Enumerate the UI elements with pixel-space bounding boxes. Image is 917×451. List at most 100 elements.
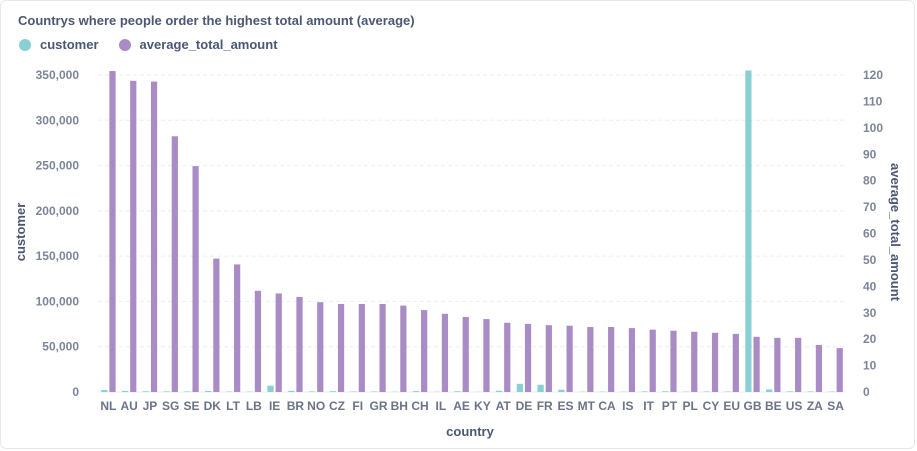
- x-tick-label: SA: [827, 399, 844, 413]
- x-tick-label: SE: [183, 399, 199, 413]
- x-tick-label: US: [786, 399, 803, 413]
- bar-average-total-amount[interactable]: [150, 81, 158, 393]
- bar-customer[interactable]: [537, 384, 544, 392]
- bar-average-total-amount[interactable]: [317, 302, 324, 392]
- x-tick-label: EU: [723, 399, 740, 413]
- left-tick-label: 250,000: [36, 159, 80, 173]
- x-tick-label: FR: [537, 399, 553, 413]
- x-tick-label: IT: [643, 399, 654, 413]
- bar-average-total-amount[interactable]: [254, 290, 262, 392]
- bar-average-total-amount[interactable]: [337, 304, 345, 392]
- left-tick-label: 100,000: [36, 294, 80, 308]
- bar-average-total-amount[interactable]: [753, 336, 760, 392]
- bar-average-total-amount[interactable]: [441, 313, 449, 392]
- right-tick-label: 10: [863, 359, 877, 373]
- x-tick-label: BR: [287, 399, 305, 413]
- right-tick-label: 20: [863, 332, 877, 346]
- right-tick-label: 30: [863, 306, 877, 320]
- bar-customer[interactable]: [267, 385, 274, 392]
- bar-average-total-amount[interactable]: [628, 328, 636, 392]
- bar-average-total-amount[interactable]: [732, 333, 739, 392]
- bar-customer[interactable]: [205, 391, 212, 392]
- bar-customer[interactable]: [766, 389, 773, 392]
- bar-average-total-amount[interactable]: [192, 166, 199, 392]
- bar-customer[interactable]: [495, 390, 503, 392]
- bar-customer[interactable]: [703, 391, 710, 392]
- x-tick-label: GR: [370, 399, 388, 413]
- bars: [101, 70, 843, 393]
- bar-average-total-amount[interactable]: [483, 319, 490, 392]
- bar-customer[interactable]: [641, 391, 648, 392]
- bar-customer[interactable]: [121, 390, 129, 392]
- bar-average-total-amount[interactable]: [462, 316, 469, 392]
- bar-average-total-amount[interactable]: [358, 304, 365, 392]
- bar-customer[interactable]: [371, 391, 378, 392]
- bar-average-total-amount[interactable]: [836, 348, 843, 392]
- bar-average-total-amount[interactable]: [608, 327, 615, 392]
- x-tick-label: IE: [269, 399, 280, 413]
- x-tick-label: CY: [703, 399, 720, 413]
- bar-average-total-amount[interactable]: [275, 293, 282, 392]
- bar-average-total-amount[interactable]: [421, 310, 428, 392]
- x-tick-label: DE: [516, 399, 533, 413]
- x-tick-label: FI: [352, 399, 363, 413]
- bar-average-total-amount[interactable]: [400, 305, 407, 392]
- left-tick-label: 350,000: [36, 68, 80, 82]
- x-tick-label: AU: [120, 399, 137, 413]
- x-tick-label: PL: [682, 399, 697, 413]
- bar-average-total-amount[interactable]: [691, 331, 698, 392]
- bar-average-total-amount[interactable]: [774, 337, 781, 392]
- x-tick-label: AE: [453, 399, 470, 413]
- bar-customer[interactable]: [163, 391, 170, 392]
- legend-label-customer: customer: [40, 37, 99, 52]
- bar-average-total-amount[interactable]: [795, 337, 802, 392]
- bar-customer[interactable]: [807, 391, 814, 392]
- right-axis-ticks: 0 10 20 30 40 50 60 70 80 90 100 110 120: [863, 68, 883, 399]
- bar-customer[interactable]: [558, 389, 565, 392]
- legend-swatch-average-total-amount: [118, 38, 131, 51]
- legend-item-customer[interactable]: customer: [19, 37, 99, 52]
- bar-average-total-amount[interactable]: [649, 329, 656, 392]
- bar-average-total-amount[interactable]: [379, 304, 386, 392]
- right-tick-label: 80: [863, 174, 877, 188]
- bar-average-total-amount[interactable]: [545, 325, 552, 392]
- right-tick-label: 100: [863, 121, 883, 135]
- bar-customer[interactable]: [454, 391, 461, 392]
- x-tick-label: BH: [391, 399, 408, 413]
- bar-customer[interactable]: [101, 389, 108, 392]
- bar-average-total-amount[interactable]: [171, 136, 178, 392]
- x-tick-label: CH: [411, 399, 428, 413]
- x-tick-label: GB: [744, 399, 762, 413]
- left-tick-label: 300,000: [36, 113, 80, 127]
- bar-customer[interactable]: [745, 70, 752, 392]
- bar-average-total-amount[interactable]: [213, 258, 220, 392]
- bar-customer[interactable]: [184, 391, 191, 392]
- bar-customer[interactable]: [662, 391, 669, 392]
- bar-customer[interactable]: [786, 391, 794, 392]
- bar-customer[interactable]: [329, 391, 336, 392]
- bar-average-total-amount[interactable]: [296, 296, 303, 392]
- bar-average-total-amount[interactable]: [234, 264, 241, 392]
- bar-customer[interactable]: [516, 383, 523, 392]
- bar-average-total-amount[interactable]: [566, 325, 573, 392]
- x-tick-label: BE: [765, 399, 782, 413]
- bar-average-total-amount[interactable]: [711, 332, 719, 392]
- bar-customer[interactable]: [142, 391, 149, 392]
- right-tick-label: 120: [863, 68, 883, 82]
- bar-customer[interactable]: [288, 390, 295, 392]
- bar-customer[interactable]: [308, 391, 316, 392]
- x-tick-label: SG: [162, 399, 179, 413]
- x-tick-label: NL: [100, 399, 116, 413]
- bar-average-total-amount[interactable]: [815, 344, 823, 392]
- bar-average-total-amount[interactable]: [130, 80, 137, 392]
- bar-customer[interactable]: [412, 391, 420, 392]
- x-tick-label: IS: [622, 399, 633, 413]
- bar-average-total-amount[interactable]: [524, 323, 532, 392]
- bar-average-total-amount[interactable]: [670, 330, 677, 392]
- bar-average-total-amount[interactable]: [109, 71, 116, 392]
- legend-item-average-total-amount[interactable]: average_total_amount: [118, 37, 278, 52]
- bar-average-total-amount[interactable]: [587, 327, 594, 392]
- bar-average-total-amount[interactable]: [504, 322, 511, 392]
- x-axis-label: country: [446, 424, 494, 439]
- x-tick-label: IL: [435, 399, 446, 413]
